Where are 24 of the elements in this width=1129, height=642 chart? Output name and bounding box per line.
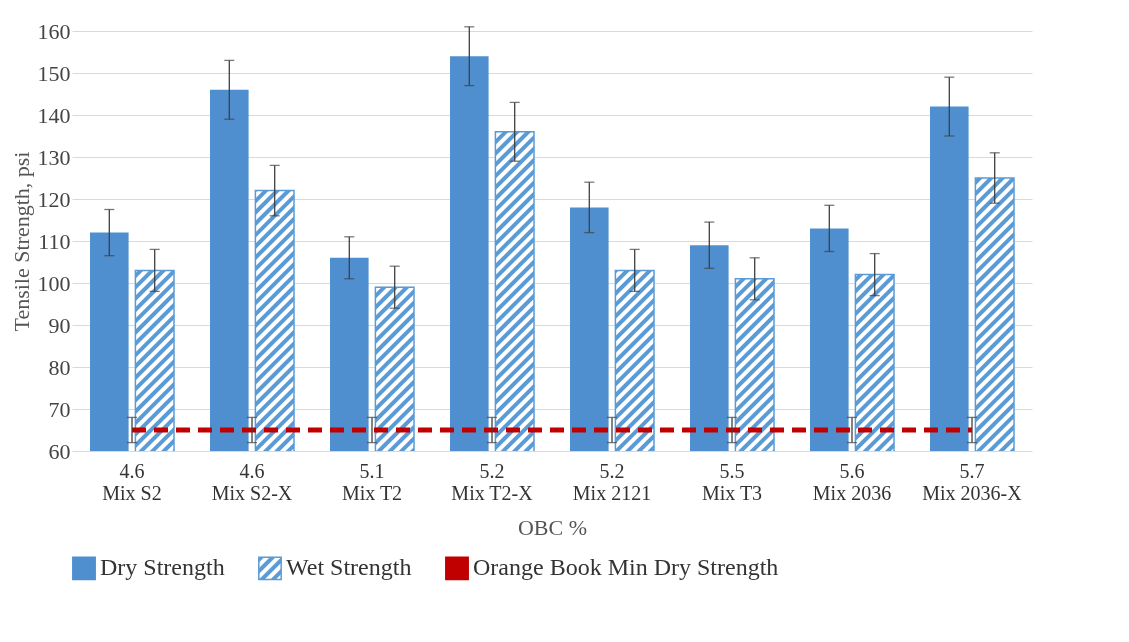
y-tick-label: 80	[48, 354, 71, 380]
y-tick-label: 160	[37, 18, 71, 44]
y-tick-label: 130	[37, 144, 71, 170]
y-tick-label: 110	[38, 228, 71, 254]
x-tick-label: 5.1 Mix T2	[341, 459, 403, 504]
x-tick-label: 4.6 Mix S2-X	[211, 459, 293, 504]
legend-label: Orange Book Min Dry Strength	[473, 554, 779, 581]
y-tick-label: 70	[48, 396, 71, 422]
x-tick-label: 5.6 Mix 2036	[812, 459, 892, 504]
x-tick-label: 5.2 Mix T2-X	[451, 459, 534, 504]
x-tick-label: 5.7 Mix 2036-X	[922, 459, 1023, 504]
y-tick-label: 120	[37, 186, 71, 212]
y-tick-label: 60	[48, 438, 71, 464]
x-tick-label: 5.5 Mix T3	[701, 459, 763, 504]
x-axis-title: OBC %	[517, 514, 588, 540]
x-tick-label: 5.2 Mix 2121	[572, 459, 652, 504]
y-tick-label: 100	[37, 270, 71, 296]
legend-label: Dry Strength	[100, 554, 225, 581]
legend-label: Wet Strength	[286, 554, 412, 581]
y-tick-label: 140	[37, 102, 71, 128]
y-tick-label: 90	[48, 312, 71, 338]
x-tick-label: 4.6 Mix S2	[102, 459, 162, 504]
y-axis-title: Tensile Strength, psi	[8, 151, 34, 332]
y-tick-label: 150	[37, 60, 71, 86]
